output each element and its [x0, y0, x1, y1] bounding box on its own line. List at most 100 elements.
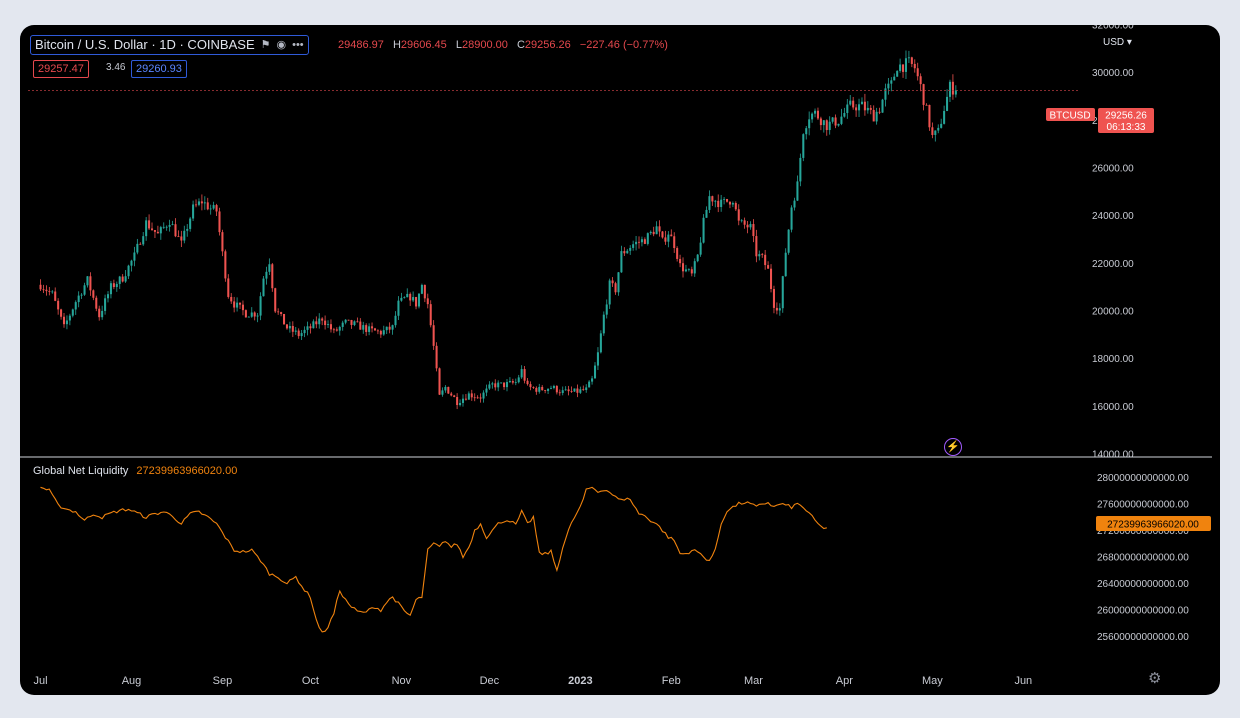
candle-body — [224, 251, 227, 279]
candle-body — [614, 283, 617, 293]
symbol-legend[interactable]: Bitcoin / U.S. Dollar · 1D · COINBASE ⚑ … — [30, 35, 309, 55]
candle-body — [318, 318, 321, 325]
candle-body — [887, 83, 890, 89]
candle-body — [294, 330, 297, 332]
liquidity-tick-label: 27600000000000.00 — [1097, 499, 1189, 510]
more-icon[interactable]: ••• — [292, 39, 304, 51]
candle-body — [309, 326, 312, 329]
candle-body — [793, 200, 796, 208]
low-value: 28900.00 — [461, 39, 508, 51]
liquidity-tag-value: 27239963966020.00 — [1107, 520, 1199, 531]
candle-body — [65, 320, 68, 325]
candle-body — [913, 63, 916, 69]
candle-body — [382, 330, 385, 335]
bid-button[interactable]: 29257.47 — [33, 60, 89, 78]
high-label: H — [392, 39, 401, 51]
candle-body — [840, 116, 843, 124]
candle-body — [626, 250, 629, 254]
candle-body — [602, 314, 605, 334]
candle-body — [247, 316, 250, 318]
candle-body — [863, 101, 866, 111]
liquidity-tick-label: 26400000000000.00 — [1097, 579, 1189, 590]
candle-body — [664, 237, 667, 242]
candle-body — [476, 397, 479, 399]
price-tick-label: 20000.00 — [1092, 307, 1134, 318]
price-tag-symbol: BTCUSD — [1049, 111, 1090, 122]
candle-body — [212, 205, 215, 209]
candle-body — [573, 388, 576, 392]
candle-body — [156, 231, 159, 234]
candle-body — [371, 326, 374, 329]
indicator-name: Global Net Liquidity — [33, 465, 129, 477]
candle-body — [420, 284, 423, 294]
time-axis: Jul Aug Sep Oct Nov Dec 2023 Feb Mar Apr May Jun — [34, 675, 1033, 687]
candle-body — [206, 202, 209, 210]
high-value: 29606.45 — [400, 39, 447, 51]
time-tick-label: Oct — [302, 675, 319, 687]
ask-button[interactable]: 29260.93 — [131, 60, 187, 78]
candle-body — [438, 368, 441, 395]
gear-icon[interactable]: ⚙ — [1148, 670, 1162, 687]
candle-body — [391, 325, 394, 330]
candle-body — [491, 383, 494, 385]
candle-body — [881, 99, 884, 113]
indicator-legend[interactable]: Global Net Liquidity 27239963966020.00 — [33, 465, 237, 477]
candle-body — [83, 285, 86, 295]
candle-body — [324, 320, 327, 326]
candle-body — [605, 304, 608, 315]
candle-body — [153, 230, 156, 232]
bolt-icon[interactable]: ⚡ — [944, 438, 962, 456]
time-tick-label: May — [922, 675, 943, 687]
candle-body — [708, 196, 711, 210]
flag-icon[interactable]: ⚑ — [260, 39, 271, 51]
candle-body — [453, 395, 456, 398]
candle-body — [494, 383, 497, 388]
chart-canvas[interactable]: 14000.00 16000.00 18000.00 20000.00 22000.00… — [20, 25, 1220, 695]
candle-body — [136, 243, 139, 253]
candle-body — [133, 252, 136, 261]
candle-body — [611, 280, 614, 284]
candle-body — [617, 272, 620, 293]
candle-body — [714, 200, 717, 202]
candle-body — [54, 291, 57, 301]
candle-body — [464, 398, 467, 400]
candle-body — [262, 278, 265, 297]
candle-body — [834, 117, 837, 126]
candle-body — [327, 324, 330, 326]
candle-body — [415, 297, 418, 307]
candle-body — [312, 321, 315, 329]
candle-body — [444, 386, 447, 391]
spread-value: 3.46 — [106, 62, 126, 73]
candle-body — [482, 392, 485, 399]
candle-body — [388, 326, 391, 330]
candle-body — [690, 269, 693, 274]
candle-body — [77, 295, 80, 303]
close-value: 29256.26 — [524, 39, 571, 51]
candle-body — [526, 380, 529, 385]
candle-body — [670, 234, 673, 237]
candle-body — [943, 110, 946, 124]
candle-body — [808, 119, 811, 129]
candle-body — [902, 64, 905, 72]
candle-body — [376, 330, 379, 332]
candle-body — [846, 104, 849, 113]
candle-body — [711, 196, 714, 202]
candle-body — [183, 230, 186, 241]
candle-body — [837, 123, 840, 126]
candle-body — [488, 384, 491, 389]
eye-icon[interactable]: ◉ — [276, 39, 287, 51]
candle-body — [221, 232, 224, 252]
candle-body — [239, 302, 242, 305]
candle-body — [95, 297, 98, 309]
candle-body — [80, 294, 83, 296]
candle-body — [520, 369, 523, 378]
candle-body — [649, 231, 652, 234]
candle-body — [45, 289, 48, 292]
currency-selector[interactable]: USD ▾ — [1103, 37, 1132, 48]
candle-body — [121, 276, 124, 282]
price-tick-label: 14000.00 — [1092, 450, 1134, 461]
candle-body — [770, 268, 773, 289]
price-tick-label: 26000.00 — [1092, 164, 1134, 175]
candle-body — [699, 242, 702, 255]
candle-body — [635, 241, 638, 245]
